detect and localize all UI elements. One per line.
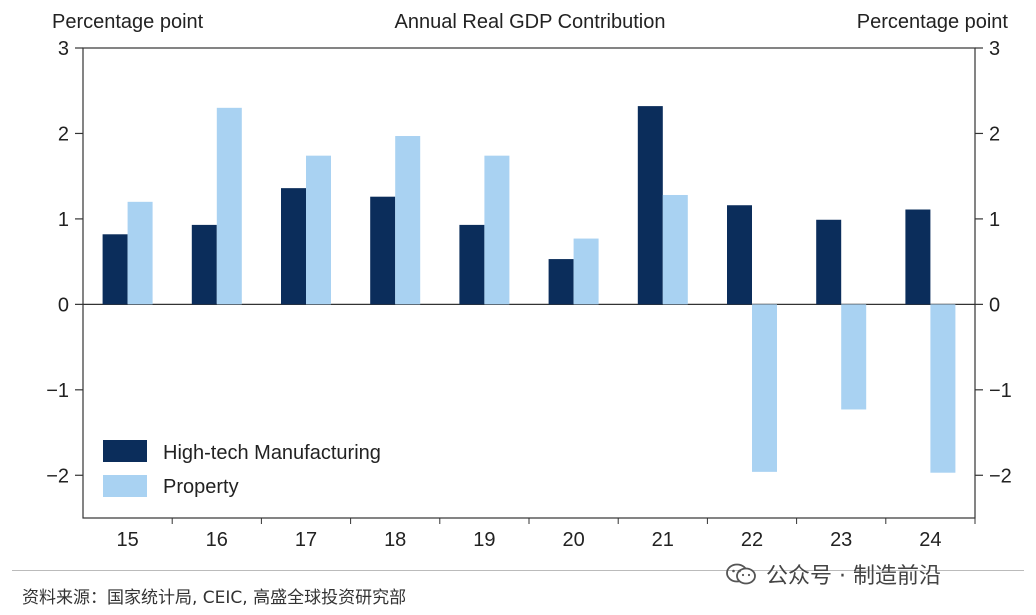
bar-property-17 [306,155,331,305]
bar-property-15 [127,201,153,305]
bar-high-tech-23 [816,219,842,305]
x-tick-label-18: 18 [384,529,406,551]
divider-line [12,570,1024,571]
watermark-text: 公众号 · 制造前沿 [766,564,941,589]
plot-frame [82,47,976,519]
bar-property-19 [484,155,510,305]
bar-high-tech-21 [637,106,663,305]
y-tick-label-left: 1 [58,209,69,231]
legend-label-property: Property [163,476,239,498]
y-tick-label-right: 2 [989,123,1000,145]
x-tick-label-22: 22 [741,529,763,551]
y-tick-label-left: 3 [58,38,69,60]
y-tick-label-right: 0 [989,294,1000,316]
y-tick-label-left: 0 [58,294,69,316]
y-tick-label-right: 1 [989,209,1000,231]
axis-ticks: 3 32 21 10 0−1 −1−2 −215 16 17 18 19 20 21 22 23 24 [46,38,1012,551]
chart-title: Annual Real GDP Contribution [395,11,666,33]
bar-high-tech-22 [727,205,752,305]
y-tick-label-left: −2 [46,465,69,487]
y-tick-label-left: −1 [46,380,69,402]
legend-swatch-high-tech [103,440,147,462]
wechat-icon [726,563,756,585]
gdp-contribution-chart: Percentage point Annual Real GDP Contrib… [46,11,1012,551]
bar-property-20 [573,238,599,305]
bar-high-tech-16 [191,224,217,305]
source-note: 资料来源：国家统计局, CEIC, 高盛全球投资研究部 [22,588,407,608]
watermark: 公众号 · 制造前沿 [726,558,941,590]
y-tick-label-left: 2 [58,123,69,145]
bar-property-23 [841,304,867,410]
bar-property-18 [395,136,421,305]
right-axis-title: Percentage point [857,11,1009,33]
legend: High-tech Manufacturing Property [103,440,381,498]
y-tick-label-right: 3 [989,38,1000,60]
left-axis-title: Percentage point [52,11,204,33]
x-tick-label-23: 23 [830,529,852,551]
x-tick-label-17: 17 [295,529,317,551]
x-tick-label-16: 16 [206,529,228,551]
y-tick-label-right: −2 [989,465,1012,487]
bar-series [102,106,956,473]
bar-property-22 [752,304,777,472]
bar-property-16 [216,107,242,305]
bar-high-tech-20 [548,259,574,305]
x-tick-label-15: 15 [116,529,138,551]
bar-high-tech-17 [281,188,306,305]
bar-high-tech-19 [459,224,485,305]
bar-property-21 [662,194,688,305]
bar-high-tech-15 [102,234,128,305]
bar-high-tech-18 [370,196,396,305]
bar-high-tech-24 [905,209,931,305]
legend-swatch-property [103,475,147,497]
legend-label-high-tech: High-tech Manufacturing [163,442,381,464]
y-tick-label-right: −1 [989,380,1012,402]
x-tick-label-19: 19 [473,529,495,551]
x-tick-label-20: 20 [562,529,584,551]
bar-property-24 [930,304,956,473]
x-tick-label-24: 24 [919,529,941,551]
x-tick-label-21: 21 [652,529,674,551]
